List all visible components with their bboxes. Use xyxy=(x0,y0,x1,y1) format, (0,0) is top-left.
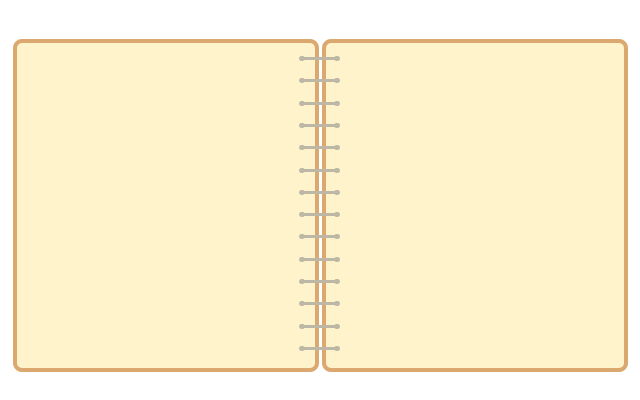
ring-wire xyxy=(302,101,336,105)
ring-hole-right xyxy=(334,323,340,329)
ring-hole-right xyxy=(334,145,340,151)
ring-wire xyxy=(302,123,336,127)
ring-hole-right xyxy=(334,279,340,284)
ring-wire xyxy=(302,346,336,350)
ring-wire xyxy=(302,168,336,172)
ring-hole-left xyxy=(299,122,305,128)
ring-hole-right xyxy=(334,167,340,173)
binding-ring xyxy=(296,277,344,287)
ring-wire xyxy=(302,57,336,60)
binding-ring xyxy=(296,143,344,153)
ring-hole-right xyxy=(334,212,340,218)
binding-ring xyxy=(296,232,344,242)
binding-ring xyxy=(296,255,344,265)
ring-hole-right xyxy=(334,345,340,351)
binding-ring xyxy=(296,344,344,354)
ring-hole-right xyxy=(334,100,340,106)
ring-hole-left xyxy=(299,279,305,284)
ring-hole-left xyxy=(299,323,305,329)
ring-hole-right xyxy=(334,301,340,307)
ring-hole-right xyxy=(334,122,340,128)
ring-hole-left xyxy=(299,189,305,195)
ring-wire xyxy=(302,257,336,261)
ring-hole-left xyxy=(299,301,305,307)
ring-wire xyxy=(302,146,336,150)
ring-hole-left xyxy=(299,100,305,106)
ring-wire xyxy=(302,190,336,194)
binding-ring xyxy=(296,121,344,131)
ring-hole-left xyxy=(299,56,305,61)
spiral-binding-icon xyxy=(296,54,344,360)
ring-hole-left xyxy=(299,212,305,218)
binding-ring xyxy=(296,210,344,220)
ring-hole-left xyxy=(299,256,305,262)
ring-wire xyxy=(302,213,336,217)
ring-wire xyxy=(302,324,336,328)
binding-ring xyxy=(296,54,344,64)
notebook-left-page xyxy=(13,39,319,372)
ring-hole-right xyxy=(334,234,340,240)
ring-hole-left xyxy=(299,78,305,84)
binding-ring xyxy=(296,188,344,198)
ring-wire xyxy=(302,79,336,83)
ring-hole-right xyxy=(334,56,340,61)
ring-wire xyxy=(302,235,336,239)
ring-hole-left xyxy=(299,234,305,240)
binding-ring xyxy=(296,99,344,109)
ring-hole-left xyxy=(299,145,305,151)
binding-ring xyxy=(296,322,344,332)
binding-ring xyxy=(296,299,344,309)
binding-ring xyxy=(296,166,344,176)
notebook-right-page xyxy=(322,39,628,372)
ring-hole-left xyxy=(299,167,305,173)
ring-hole-right xyxy=(334,256,340,262)
ring-wire xyxy=(302,302,336,306)
ring-hole-right xyxy=(334,78,340,84)
ring-wire xyxy=(302,280,336,283)
ring-hole-right xyxy=(334,189,340,195)
binding-ring xyxy=(296,76,344,86)
ring-hole-left xyxy=(299,345,305,351)
